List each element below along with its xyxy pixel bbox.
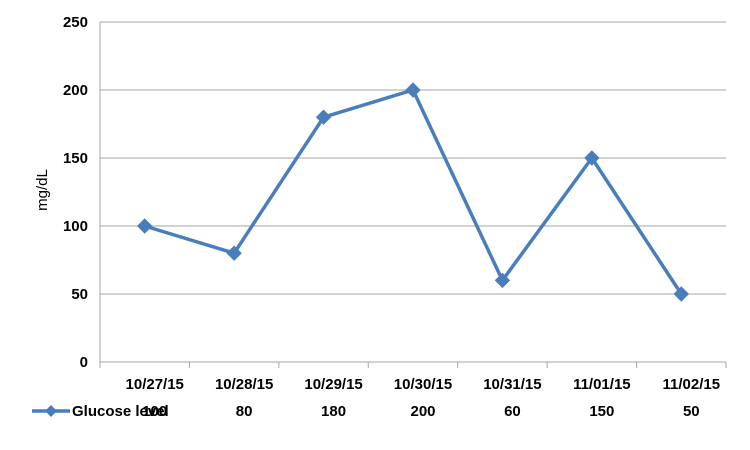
point-10/28/15 bbox=[226, 245, 242, 261]
y-tick-100: 100 bbox=[63, 218, 88, 235]
table-value-10/31/15: 60 bbox=[504, 403, 521, 420]
x-category-10/31/15: 10/31/15 bbox=[483, 376, 541, 393]
y-tick-labels: 0 50 100 150 200 250 bbox=[63, 14, 88, 371]
y-axis-label: mg/dL bbox=[34, 169, 51, 211]
x-category-labels: 10/27/15 10/28/15 10/29/15 10/30/15 10/31/15… bbox=[126, 376, 721, 393]
data-table-values: 100 80 180 200 60 150 50 bbox=[142, 403, 699, 420]
point-10/31/15 bbox=[494, 272, 511, 289]
x-category-10/29/15: 10/29/15 bbox=[304, 376, 362, 393]
y-tick-150: 150 bbox=[63, 150, 88, 167]
x-category-10/30/15: 10/30/15 bbox=[394, 376, 452, 393]
legend: Glucose level bbox=[32, 403, 169, 420]
table-value-10/29/15: 180 bbox=[321, 403, 346, 420]
series-glucose-level bbox=[137, 82, 689, 302]
table-value-10/28/15: 80 bbox=[236, 403, 253, 420]
point-10/27/15 bbox=[137, 218, 153, 234]
point-11/02/15 bbox=[673, 286, 689, 302]
x-category-11/02/15: 11/02/15 bbox=[663, 376, 721, 393]
y-tick-200: 200 bbox=[63, 82, 88, 99]
x-category-10/28/15: 10/28/15 bbox=[215, 376, 273, 393]
gridlines bbox=[99, 21, 727, 368]
y-tick-250: 250 bbox=[63, 14, 88, 31]
y-tick-0: 0 bbox=[80, 354, 88, 371]
point-11/01/15 bbox=[584, 150, 600, 166]
point-10/30/15 bbox=[405, 82, 421, 98]
legend-label: Glucose level bbox=[72, 403, 169, 420]
table-value-11/02/15: 50 bbox=[683, 403, 700, 420]
series-line bbox=[144, 88, 683, 295]
legend-diamond-marker bbox=[45, 405, 57, 417]
table-value-10/27/15: 100 bbox=[142, 403, 167, 420]
x-category-10/27/15: 10/27/15 bbox=[126, 376, 184, 393]
table-value-10/30/15: 200 bbox=[410, 403, 435, 420]
x-category-11/01/15: 11/01/15 bbox=[573, 376, 631, 393]
y-tick-50: 50 bbox=[71, 286, 88, 303]
table-value-11/01/15: 150 bbox=[589, 403, 614, 420]
point-10/29/15 bbox=[315, 109, 332, 125]
